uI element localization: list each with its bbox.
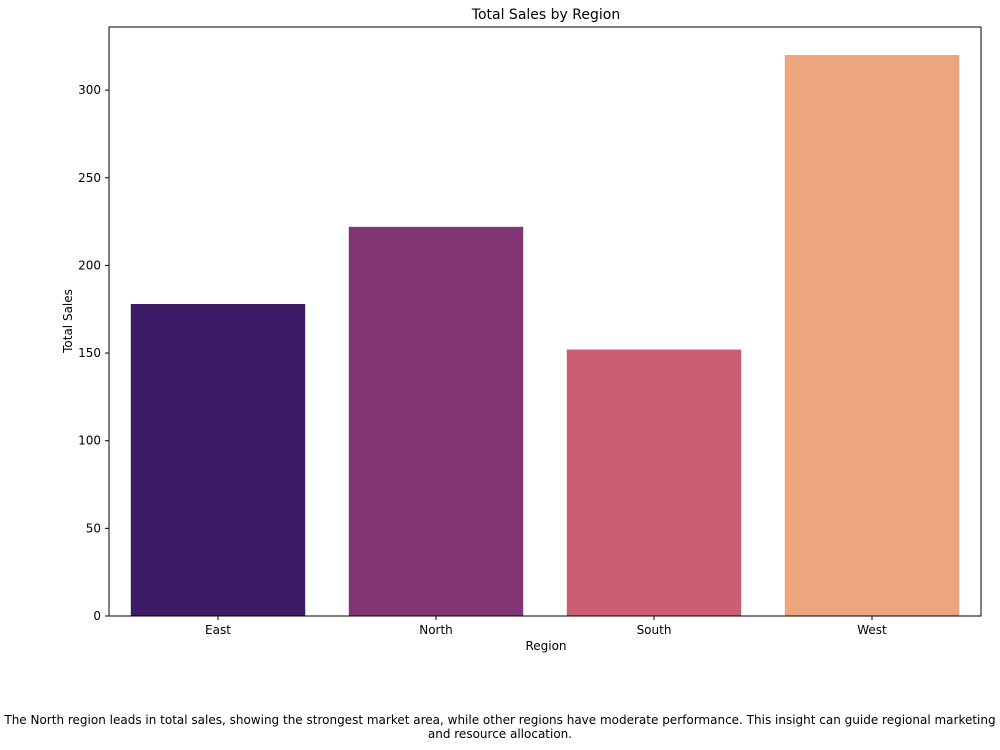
x-axis-label: Region — [525, 639, 566, 653]
bar-west — [784, 55, 960, 617]
x-tick-label: East — [205, 623, 231, 637]
plot-area: 0 50 100 150 200 250 300 East North South West — [78, 26, 982, 637]
chart-title: Total Sales by Region — [471, 7, 620, 23]
y-tick-label: 200 — [78, 258, 101, 272]
x-tick-label: West — [857, 623, 887, 637]
y-tick-label: 50 — [86, 521, 101, 535]
bar-south — [566, 349, 742, 616]
y-tick-label: 100 — [78, 434, 101, 448]
y-tick-label: 0 — [93, 609, 101, 623]
bar-east — [130, 303, 306, 616]
x-tick-label: South — [637, 623, 672, 637]
y-tick-label: 150 — [78, 346, 101, 360]
y-axis-label: Total Sales — [61, 289, 75, 354]
bar-chart: Total Sales by Region 0 50 100 150 200 250 300… — [61, 7, 982, 653]
chart-caption: The North region leads in total sales, s… — [4, 713, 996, 741]
y-tick-label: 300 — [78, 83, 101, 97]
y-tick-label: 250 — [78, 171, 101, 185]
bar-north — [348, 226, 524, 616]
x-tick-label: North — [419, 623, 453, 637]
plot-frame — [108, 26, 982, 617]
